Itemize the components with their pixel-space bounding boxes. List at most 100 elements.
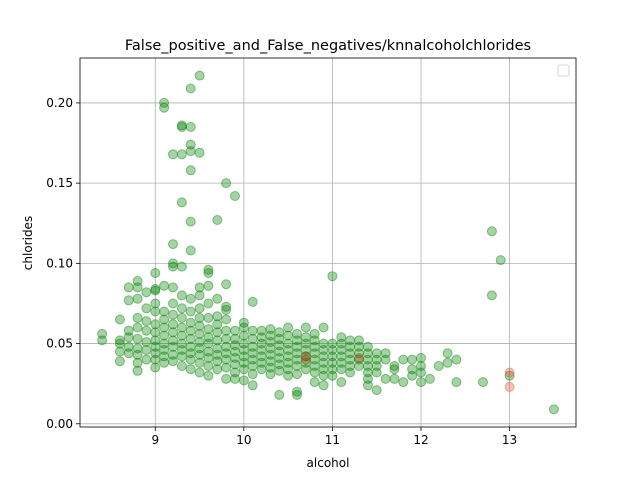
data-point-correct xyxy=(292,354,302,365)
data-point-correct xyxy=(292,348,302,359)
data-point-correct xyxy=(150,298,161,309)
data-point-correct xyxy=(247,348,258,359)
data-point-correct xyxy=(274,389,285,400)
data-point-correct xyxy=(141,303,152,314)
data-point-correct xyxy=(265,362,276,373)
data-point-correct xyxy=(185,139,196,150)
data-point-correct xyxy=(451,377,462,388)
data-point-correct xyxy=(256,357,267,368)
data-point-correct xyxy=(203,324,214,335)
data-point-correct xyxy=(371,354,382,365)
data-point-correct xyxy=(176,351,187,362)
data-point-correct xyxy=(309,361,320,371)
grid-lines xyxy=(80,58,576,427)
data-point-correct xyxy=(185,325,196,336)
data-point-correct xyxy=(327,357,338,368)
data-point-correct xyxy=(230,340,240,351)
data-point-correct xyxy=(230,373,240,384)
data-point-correct xyxy=(159,330,170,341)
chart-title: False_positive_and_False_negatives/knnal… xyxy=(125,38,531,54)
data-point-false-negative xyxy=(300,351,311,362)
data-point-correct xyxy=(221,178,232,189)
data-point-correct xyxy=(168,298,178,309)
data-point-correct xyxy=(283,370,294,381)
data-point-correct xyxy=(336,357,347,368)
data-point-correct xyxy=(150,335,161,346)
data-point-correct xyxy=(150,327,161,338)
data-point-correct xyxy=(212,215,223,225)
data-point-correct xyxy=(185,83,196,94)
data-point-correct xyxy=(283,338,294,349)
data-point-correct xyxy=(221,325,232,336)
data-point-correct xyxy=(247,361,258,371)
data-point-correct xyxy=(362,341,373,352)
data-point-correct xyxy=(442,357,453,368)
data-point-correct xyxy=(274,346,285,357)
data-point-correct xyxy=(398,354,409,365)
data-point-correct xyxy=(203,332,214,343)
data-point-correct xyxy=(230,333,240,344)
data-point-correct xyxy=(141,345,152,355)
data-point-correct xyxy=(451,354,462,365)
data-point-correct xyxy=(221,304,232,315)
legend-box xyxy=(557,64,570,77)
data-point-correct xyxy=(150,362,161,373)
data-point-correct xyxy=(265,324,276,335)
data-point-correct xyxy=(548,404,559,415)
data-point-correct xyxy=(486,290,497,301)
data-point-correct xyxy=(504,370,515,381)
data-point-correct xyxy=(318,370,329,381)
data-point-correct xyxy=(159,280,170,291)
data-point-correct xyxy=(327,345,338,355)
data-point-correct xyxy=(238,338,249,349)
data-point-correct xyxy=(247,354,258,365)
data-point-correct xyxy=(114,335,125,346)
x-tick-label: 11 xyxy=(325,433,340,447)
data-point-correct xyxy=(380,354,391,365)
data-point-correct xyxy=(176,322,187,333)
data-point-correct xyxy=(300,338,311,349)
data-point-correct xyxy=(398,377,409,388)
data-point-correct xyxy=(292,386,302,397)
data-point-correct xyxy=(123,332,134,343)
y-axis-label: chlorides xyxy=(21,216,35,270)
data-point-correct xyxy=(159,314,170,325)
data-point-correct xyxy=(318,364,329,375)
data-point-correct xyxy=(478,377,488,388)
data-point-correct xyxy=(362,373,373,384)
data-point-correct xyxy=(354,354,364,365)
data-point-correct xyxy=(230,353,240,363)
data-point-correct xyxy=(238,351,249,362)
data-point-correct xyxy=(327,338,338,349)
data-point-correct xyxy=(150,268,161,278)
data-point-correct xyxy=(203,298,214,309)
data-point-correct xyxy=(274,365,285,376)
data-point-correct xyxy=(203,353,214,363)
data-point-correct xyxy=(371,361,382,371)
data-point-correct xyxy=(300,322,311,333)
data-point-correct xyxy=(168,309,178,320)
data-point-correct xyxy=(230,367,240,378)
data-point-correct xyxy=(221,341,232,352)
data-points xyxy=(97,70,559,415)
data-point-correct xyxy=(159,357,170,368)
data-point-correct xyxy=(203,312,214,323)
data-point-correct xyxy=(159,322,170,333)
data-point-correct xyxy=(238,364,249,375)
data-point-correct xyxy=(389,364,400,375)
data-point-correct xyxy=(247,369,258,380)
plot-frame xyxy=(79,57,577,428)
data-point-correct xyxy=(221,348,232,359)
data-point-correct xyxy=(176,290,187,301)
data-point-correct xyxy=(230,346,240,357)
data-point-correct xyxy=(380,348,391,359)
data-point-correct xyxy=(327,351,338,362)
data-point-correct xyxy=(194,328,205,339)
data-point-correct xyxy=(141,337,152,347)
data-point-correct xyxy=(247,325,258,336)
data-point-correct xyxy=(300,332,311,343)
data-point-correct xyxy=(247,333,258,344)
data-point-correct xyxy=(309,354,320,365)
data-point-correct xyxy=(354,348,364,359)
